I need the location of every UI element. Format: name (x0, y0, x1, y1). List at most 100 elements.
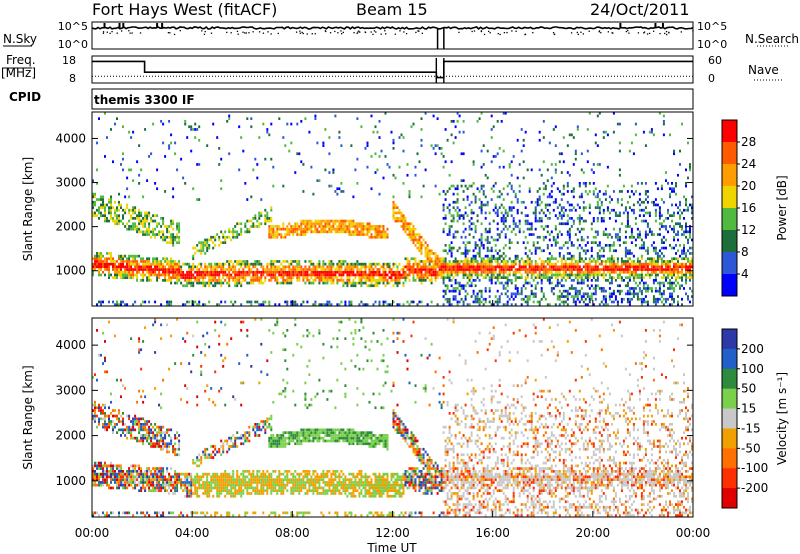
power-cell (534, 219, 537, 223)
power-cell (596, 114, 599, 118)
power-cell (178, 265, 181, 269)
velocity-cell (226, 511, 229, 515)
power-cell (158, 268, 161, 271)
power-cell (618, 149, 621, 153)
power-cell (392, 200, 395, 204)
power-cell (286, 276, 289, 279)
power-cell (654, 203, 657, 207)
power-cell (610, 270, 613, 274)
power-cell (658, 233, 661, 236)
power-cell (546, 303, 549, 306)
power-cell (604, 198, 607, 201)
power-cell (554, 227, 557, 231)
power-cell (671, 287, 673, 290)
power-cell (360, 284, 363, 288)
power-cell (218, 303, 221, 306)
power-cell (228, 152, 231, 156)
power-cell (464, 268, 467, 271)
power-cell (190, 268, 193, 271)
velocity-cell (328, 511, 331, 515)
power-cell (338, 222, 341, 226)
power-cell (312, 222, 315, 226)
power-cell (685, 225, 687, 228)
power-cell (104, 208, 106, 212)
power-cell (550, 190, 553, 193)
power-cell (630, 190, 633, 193)
power-cell (256, 270, 259, 274)
velocity-cell (508, 511, 511, 515)
power-cell (662, 273, 665, 277)
power-cell (540, 276, 543, 279)
power-cell (450, 265, 453, 269)
power-cell (464, 289, 467, 293)
power-cell (594, 270, 597, 274)
power-cell (338, 130, 341, 134)
power-cell (264, 157, 267, 161)
power-cell (232, 233, 235, 236)
velocity-cell (564, 514, 567, 517)
power-cell (588, 203, 591, 207)
power-cell (342, 260, 345, 263)
power-cell (392, 284, 395, 288)
power-cell (140, 222, 143, 226)
power-cell (314, 300, 317, 304)
power-cell (254, 279, 257, 282)
power-cell (182, 262, 185, 266)
power-cell (534, 265, 537, 269)
power-cell (442, 217, 445, 220)
power-cell (274, 279, 277, 282)
power-cell (526, 257, 529, 261)
velocity-cell (194, 511, 197, 515)
power-cell (192, 276, 195, 279)
power-cell (402, 217, 405, 220)
power-cell (318, 179, 321, 182)
power-cell (384, 155, 387, 158)
power-cell (492, 155, 495, 158)
power-cell (644, 233, 647, 236)
power-cell (232, 227, 235, 231)
power-cell (368, 279, 371, 282)
power-cell (604, 300, 607, 304)
power-cell (156, 222, 159, 226)
power-cell (548, 252, 551, 255)
power-cell (132, 260, 135, 263)
power-cell (254, 265, 257, 269)
power-cell (338, 187, 341, 191)
power-cell (220, 284, 223, 288)
noise-search-dot (120, 30, 123, 32)
power-cell (350, 225, 353, 228)
power-cell (562, 187, 565, 191)
power-cell (122, 257, 124, 261)
power-cell (620, 268, 623, 271)
power-cell (574, 265, 577, 269)
power-cell (426, 244, 429, 247)
power-cell (128, 195, 131, 199)
power-cell (94, 260, 96, 263)
power-cell (546, 273, 549, 277)
power-cell (240, 222, 243, 226)
power-cell (344, 225, 347, 228)
power-cell (576, 265, 579, 269)
power-cell (462, 198, 465, 201)
power-cell (130, 227, 133, 231)
power-cell (494, 260, 497, 263)
power-cell (687, 176, 689, 180)
power-cell (667, 262, 669, 266)
power-cell (218, 244, 221, 247)
power-cell (374, 265, 377, 269)
power-cell (622, 184, 625, 188)
power-cell (332, 219, 335, 223)
power-cell (312, 225, 315, 228)
power-cell (410, 125, 413, 129)
power-cell (675, 268, 677, 271)
power-cell (290, 300, 293, 304)
power-cell (258, 214, 261, 217)
power-cell (124, 260, 127, 263)
power-cell (148, 276, 151, 279)
power-cell (671, 203, 673, 207)
power-cell (106, 252, 108, 255)
power-cell (162, 270, 165, 274)
power-cell (669, 279, 671, 282)
power-cell (144, 260, 147, 263)
power-cell (474, 254, 477, 258)
